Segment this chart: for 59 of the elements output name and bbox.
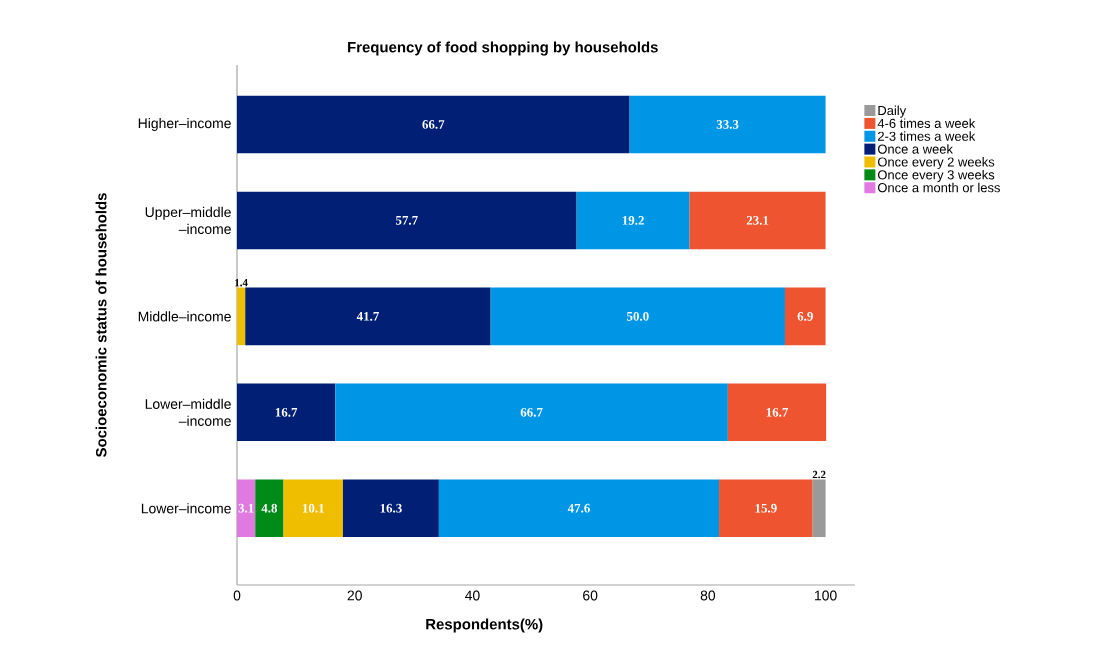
bar bbox=[237, 191, 577, 250]
y-tick-label: Lower–middle –income bbox=[145, 398, 231, 426]
bar bbox=[727, 383, 827, 442]
bar bbox=[812, 479, 826, 538]
data-label: 1.4 bbox=[235, 279, 248, 287]
bar bbox=[629, 95, 826, 154]
data-label: 41.7 bbox=[356, 312, 379, 321]
x-tick-label: 0 bbox=[233, 590, 241, 601]
x-tick-label: 80 bbox=[700, 590, 716, 601]
bar bbox=[784, 287, 826, 346]
data-label: 16.3 bbox=[380, 503, 402, 513]
data-label: 16.7 bbox=[275, 407, 298, 417]
legend-label: Once every 3 weeks bbox=[877, 169, 995, 182]
data-label: 10.1 bbox=[302, 503, 324, 513]
chart-title: Frequency of food shopping by households bbox=[348, 41, 658, 56]
legend-label: Daily bbox=[878, 105, 907, 118]
bar bbox=[490, 287, 785, 346]
x-tick-label: 20 bbox=[347, 590, 362, 601]
data-label: 50.0 bbox=[627, 311, 649, 321]
data-label: 4.8 bbox=[261, 503, 278, 513]
data-label: 6.9 bbox=[797, 311, 813, 321]
legend-label: 4-6 times a week bbox=[877, 118, 976, 128]
y-axis-title: Socioeconomic status of households bbox=[95, 193, 107, 457]
y-tick-label: Higher–income bbox=[138, 117, 231, 131]
data-label: 23.1 bbox=[746, 216, 769, 225]
data-label: 47.6 bbox=[567, 503, 590, 513]
data-label: 66.7 bbox=[422, 120, 445, 129]
bar bbox=[255, 479, 284, 538]
bar bbox=[719, 479, 813, 538]
legend-label: Once a month or less bbox=[877, 182, 1000, 193]
bar bbox=[689, 191, 826, 250]
bar bbox=[237, 479, 256, 538]
bar bbox=[438, 479, 720, 538]
x-tick-label: 100 bbox=[815, 590, 837, 601]
bar bbox=[283, 479, 343, 538]
bar bbox=[237, 383, 336, 442]
bar bbox=[335, 383, 728, 442]
data-label: 57.7 bbox=[395, 216, 418, 225]
bar bbox=[237, 95, 630, 154]
data-label: 19.2 bbox=[622, 216, 644, 225]
legend-label: Once a week bbox=[877, 144, 953, 154]
x-axis-title: Respondents(%) bbox=[426, 618, 543, 633]
y-tick-label: Lower–income bbox=[141, 503, 231, 514]
data-label: 3.1 bbox=[238, 503, 254, 513]
data-label: 15.9 bbox=[755, 503, 777, 513]
y-tick-label: Middle–income bbox=[138, 311, 231, 322]
x-tick-label: 40 bbox=[464, 590, 480, 601]
legend-label: Once every 2 weeks bbox=[877, 157, 995, 170]
bar bbox=[245, 287, 491, 346]
data-label: 2.2 bbox=[812, 470, 826, 479]
y-tick-label: Upper–middle –income bbox=[145, 206, 231, 235]
bar bbox=[237, 287, 246, 346]
bar bbox=[576, 191, 690, 250]
data-label: 33.3 bbox=[716, 120, 739, 129]
legend-label: 2-3 times a week bbox=[878, 131, 976, 141]
x-tick-label: 60 bbox=[583, 590, 598, 601]
bar bbox=[342, 479, 439, 538]
data-label: 66.7 bbox=[520, 407, 543, 417]
data-label: 16.7 bbox=[766, 407, 789, 417]
